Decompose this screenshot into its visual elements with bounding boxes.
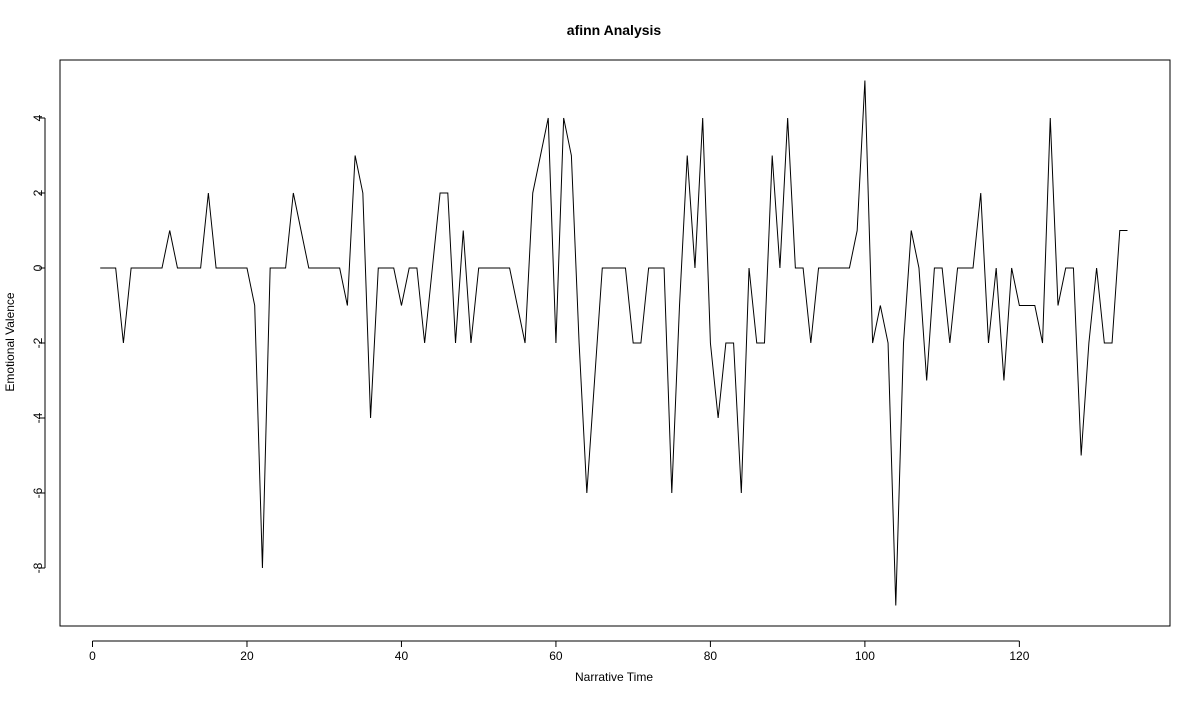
x-tick-label: 120 xyxy=(1009,649,1029,663)
x-tick-label: 100 xyxy=(855,649,875,663)
chart-title: afinn Analysis xyxy=(567,22,662,38)
y-tick-label: 2 xyxy=(31,189,45,196)
y-tick-label: -8 xyxy=(31,562,45,573)
y-tick-label: -4 xyxy=(31,412,45,423)
y-tick-label: -2 xyxy=(31,337,45,348)
y-tick-label: -6 xyxy=(31,487,45,498)
y-tick-label: 4 xyxy=(31,114,45,121)
y-axis: -8 -6 -4 -2 0 2 4 xyxy=(31,114,46,573)
x-tick-label: 0 xyxy=(89,649,96,663)
x-tick-label: 60 xyxy=(549,649,563,663)
y-tick-label: 0 xyxy=(31,264,45,271)
x-axis-label: Narrative Time xyxy=(575,670,653,684)
x-tick-label: 40 xyxy=(395,649,409,663)
series-line xyxy=(100,80,1128,606)
x-axis: 0 20 40 60 80 100 120 xyxy=(89,640,1030,663)
x-tick-label: 20 xyxy=(240,649,254,663)
series-group xyxy=(100,80,1128,606)
x-tick-label: 80 xyxy=(704,649,718,663)
y-axis-label: Emotional Valence xyxy=(3,292,17,391)
plot-frame xyxy=(59,59,1171,627)
